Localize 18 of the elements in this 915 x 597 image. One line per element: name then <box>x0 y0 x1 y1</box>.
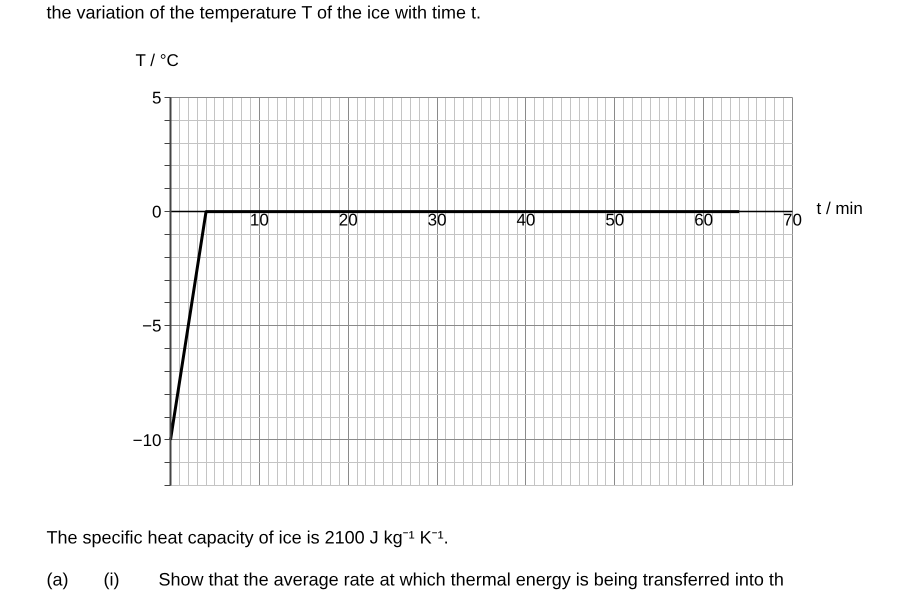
y-axis-title: T / °C <box>136 51 179 70</box>
y-tick-label: 0 <box>152 202 162 222</box>
text: the variation of the temperature T of the ice with time t. <box>46 2 482 22</box>
text: The specific heat capacity of ice is 2100 J kg⁻¹ K⁻¹. <box>46 528 449 548</box>
x-tick-label: 30 <box>428 210 447 230</box>
x-tick-label: 60 <box>694 210 714 230</box>
x-tick-label: 40 <box>516 210 536 230</box>
x-tick-label: 50 <box>605 210 624 230</box>
x-axis-title: t / min <box>816 199 863 218</box>
x-tick-label: 20 <box>338 210 358 230</box>
x-tick-label: 70 <box>783 210 802 230</box>
y-tick-label: 5 <box>152 88 162 108</box>
text: (i) <box>104 570 120 590</box>
x-tick-label: 10 <box>250 210 269 230</box>
y-tick-label: −10 <box>132 430 162 450</box>
text: Show that the average rate at which thermal energy is being transferred into th <box>158 570 784 590</box>
text: (a) <box>46 570 68 590</box>
y-tick-label: −5 <box>142 316 162 336</box>
